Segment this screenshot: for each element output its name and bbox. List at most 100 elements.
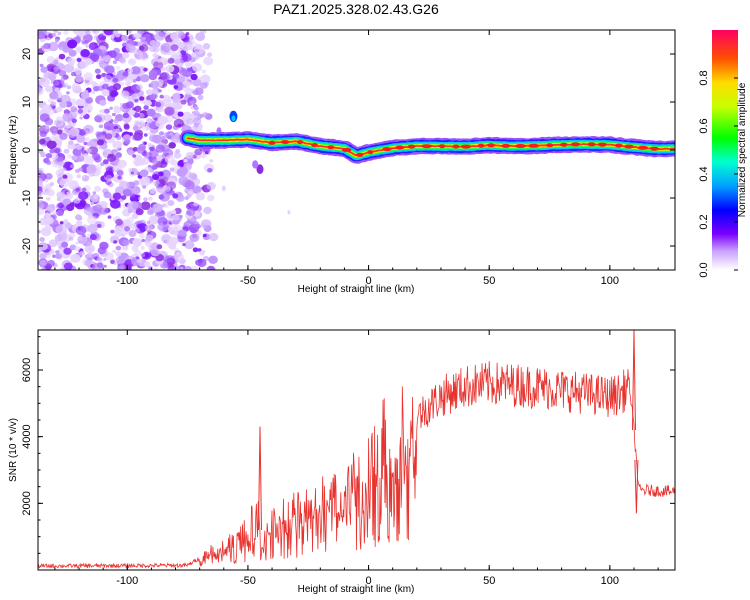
noise-speckle [168, 142, 176, 149]
onset-blob [252, 160, 259, 169]
ridge-hotspot [477, 143, 485, 148]
noise-speckle [65, 222, 72, 229]
noise-speckle [51, 32, 57, 38]
noise-speckle [150, 248, 160, 257]
noise-speckle [145, 89, 153, 96]
noise-speckle [199, 250, 205, 256]
noise-speckle [159, 72, 168, 80]
snr-ylabel: SNR (10 * v/v) [8, 418, 19, 482]
noise-speckle [38, 242, 48, 251]
noise-speckle [193, 45, 205, 55]
noise-speckle [158, 194, 165, 200]
noise-speckle [110, 91, 117, 97]
ridge-hotspot [460, 144, 472, 149]
noise-speckle [178, 32, 186, 39]
noise-speckle [54, 234, 63, 242]
colorbar-tick-label: 0.0 [698, 262, 710, 277]
noise-speckle [191, 221, 200, 228]
noise-speckle [193, 117, 199, 123]
noise-speckle [75, 187, 80, 192]
noise-speckles [38, 30, 219, 270]
noise-speckle [122, 209, 131, 217]
noise-speckle [46, 189, 55, 197]
noise-speckle [145, 234, 154, 242]
noise-speckle [85, 77, 90, 81]
noise-speckle [130, 185, 141, 195]
noise-speckle [152, 158, 159, 164]
snr-xtick-label: -50 [240, 575, 256, 587]
noise-speckle [41, 191, 45, 196]
noise-speckle [136, 223, 142, 228]
noise-speckle [193, 110, 200, 117]
noise-speckle [54, 148, 61, 154]
noise-speckle [123, 123, 130, 128]
noise-speckle [119, 264, 126, 270]
noise-speckle [39, 63, 44, 68]
noise-speckle [45, 153, 53, 159]
noise-speckle [44, 107, 55, 116]
noise-speckle [122, 102, 130, 110]
noise-speckle [188, 190, 193, 195]
ridge-hotspot [587, 142, 596, 147]
noise-speckle [89, 138, 99, 148]
noise-speckle [190, 227, 197, 234]
noise-speckle [196, 126, 203, 132]
noise-speckle [76, 30, 84, 34]
noise-speckle [148, 196, 153, 201]
noise-speckle [115, 251, 122, 257]
noise-speckle [135, 256, 140, 260]
noise-speckle [192, 63, 203, 72]
noise-speckle [103, 30, 115, 36]
noise-speckle [87, 223, 98, 234]
noise-speckle [69, 232, 76, 238]
noise-speckle [147, 209, 154, 216]
noise-speckle [158, 89, 162, 93]
noise-speckle [134, 119, 140, 125]
noise-speckle [169, 230, 175, 235]
noise-speckle [58, 70, 67, 77]
spectrogram-ytick-label: 0 [21, 147, 33, 153]
spectrogram-xtick-label: -100 [116, 275, 138, 287]
noise-speckle [57, 63, 66, 70]
noise-speckle [143, 261, 151, 267]
noise-speckle [163, 30, 168, 33]
noise-speckle [172, 93, 181, 101]
noise-speckle [138, 197, 142, 200]
noise-speckle [78, 167, 83, 172]
noise-speckle [169, 132, 174, 136]
onset-blob [287, 210, 291, 215]
noise-speckle [152, 174, 160, 180]
noise-speckle [40, 152, 46, 158]
ridge-hotspot [311, 143, 318, 147]
ridge-hotspot [597, 142, 607, 147]
noise-speckle [58, 161, 65, 167]
noise-speckle [92, 191, 97, 195]
noise-speckle [182, 46, 189, 51]
noise-speckle [146, 108, 156, 117]
noise-speckle [193, 79, 202, 87]
noise-speckle [101, 35, 107, 40]
noise-speckle [184, 240, 195, 250]
noise-speckle [128, 168, 132, 172]
noise-speckle [189, 265, 199, 270]
noise-speckle [71, 82, 81, 91]
noise-speckle [143, 67, 148, 72]
noise-speckle [134, 105, 142, 113]
noise-speckle [132, 154, 137, 158]
noise-speckle [110, 34, 115, 39]
snr-xtick-label: 50 [483, 575, 495, 587]
noise-speckle [200, 82, 208, 89]
noise-speckle [207, 52, 213, 57]
ridge-hotspot [452, 144, 460, 149]
noise-speckle [197, 94, 204, 101]
noise-speckle [85, 30, 91, 35]
noise-speckle [143, 197, 148, 202]
noise-speckle [66, 91, 70, 95]
noise-speckle [192, 247, 199, 253]
noise-speckle [60, 76, 67, 81]
noise-speckle [57, 202, 65, 209]
noise-speckle [185, 266, 192, 270]
noise-speckle [91, 90, 96, 95]
noise-speckle [139, 233, 145, 239]
